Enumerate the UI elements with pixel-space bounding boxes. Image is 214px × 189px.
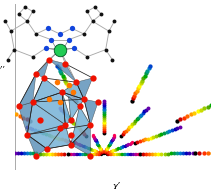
Polygon shape <box>62 92 71 125</box>
Polygon shape <box>33 78 62 102</box>
Polygon shape <box>76 78 93 99</box>
Polygon shape <box>71 106 91 145</box>
Polygon shape <box>69 96 80 121</box>
Polygon shape <box>19 74 36 106</box>
Polygon shape <box>27 102 65 135</box>
Polygon shape <box>36 60 49 78</box>
Polygon shape <box>27 125 65 149</box>
Polygon shape <box>19 102 33 135</box>
Polygon shape <box>84 99 98 125</box>
Polygon shape <box>47 125 71 149</box>
Text: χ’’: χ’’ <box>0 66 4 75</box>
Polygon shape <box>49 60 76 82</box>
Text: χ’: χ’ <box>112 182 120 189</box>
Polygon shape <box>27 135 47 156</box>
Polygon shape <box>62 82 84 99</box>
Polygon shape <box>62 92 84 106</box>
Polygon shape <box>71 125 91 156</box>
Polygon shape <box>33 92 65 125</box>
